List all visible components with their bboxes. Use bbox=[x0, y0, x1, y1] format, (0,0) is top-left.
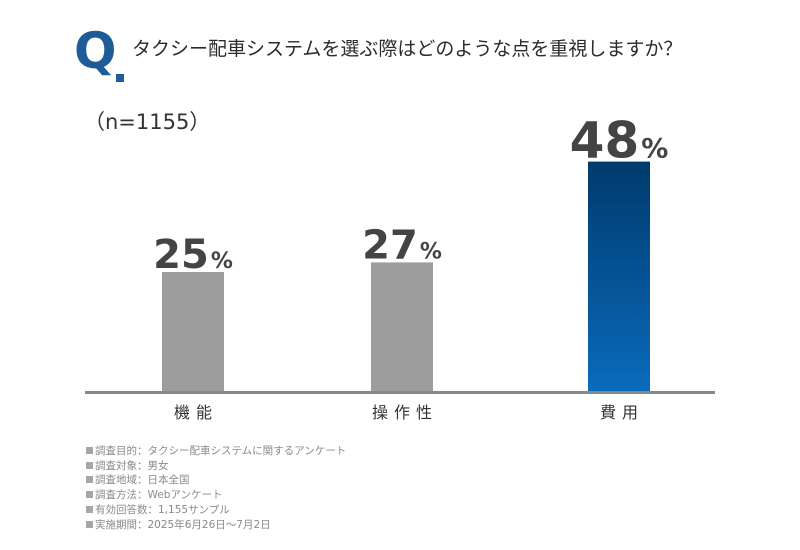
note-line: 有効回答数：1,155サンプル bbox=[86, 503, 346, 518]
data-label: 25% bbox=[153, 232, 233, 278]
data-label: 27% bbox=[362, 222, 442, 268]
sample-size: （n=1155） bbox=[84, 110, 211, 134]
note-bullet-icon bbox=[86, 520, 93, 528]
category-label: 操作性 bbox=[372, 403, 438, 422]
bar-1 bbox=[162, 272, 224, 392]
note-bullet-icon bbox=[86, 476, 93, 484]
note-bullet-icon bbox=[86, 461, 93, 469]
survey-notes: 調査目的：タクシー配車システムに関するアンケート 調査対象：男女 調査地域：日本… bbox=[86, 444, 346, 532]
note-line: 調査方法：Webアンケート bbox=[86, 488, 346, 503]
note-bullet-icon bbox=[86, 447, 93, 454]
data-label: 48% bbox=[570, 112, 669, 170]
note-bullet-icon bbox=[86, 505, 93, 513]
bar-3 bbox=[588, 161, 650, 392]
note-line: 調査対象：男女 bbox=[86, 459, 346, 474]
bar-chart: 25% 機能 27% 操作性 48% 費用 bbox=[85, 112, 715, 422]
q-dot bbox=[116, 74, 124, 82]
note-line: 調査地域：日本全国 bbox=[86, 473, 346, 488]
q-mark: Q bbox=[74, 22, 117, 80]
category-label: 機能 bbox=[174, 403, 218, 422]
bar-2 bbox=[371, 262, 433, 392]
question-title: タクシー配車システムを選ぶ際はどのような点を重視しますか？ bbox=[132, 38, 683, 60]
note-bullet-icon bbox=[86, 491, 93, 499]
note-line: 調査目的：タクシー配車システムに関するアンケート bbox=[86, 444, 346, 459]
note-line: 実施期間：2025年6月26日〜7月2日 bbox=[86, 518, 346, 533]
bars-layer: 25% 機能 27% 操作性 48% 費用 bbox=[153, 112, 668, 422]
category-label: 費用 bbox=[600, 403, 644, 422]
